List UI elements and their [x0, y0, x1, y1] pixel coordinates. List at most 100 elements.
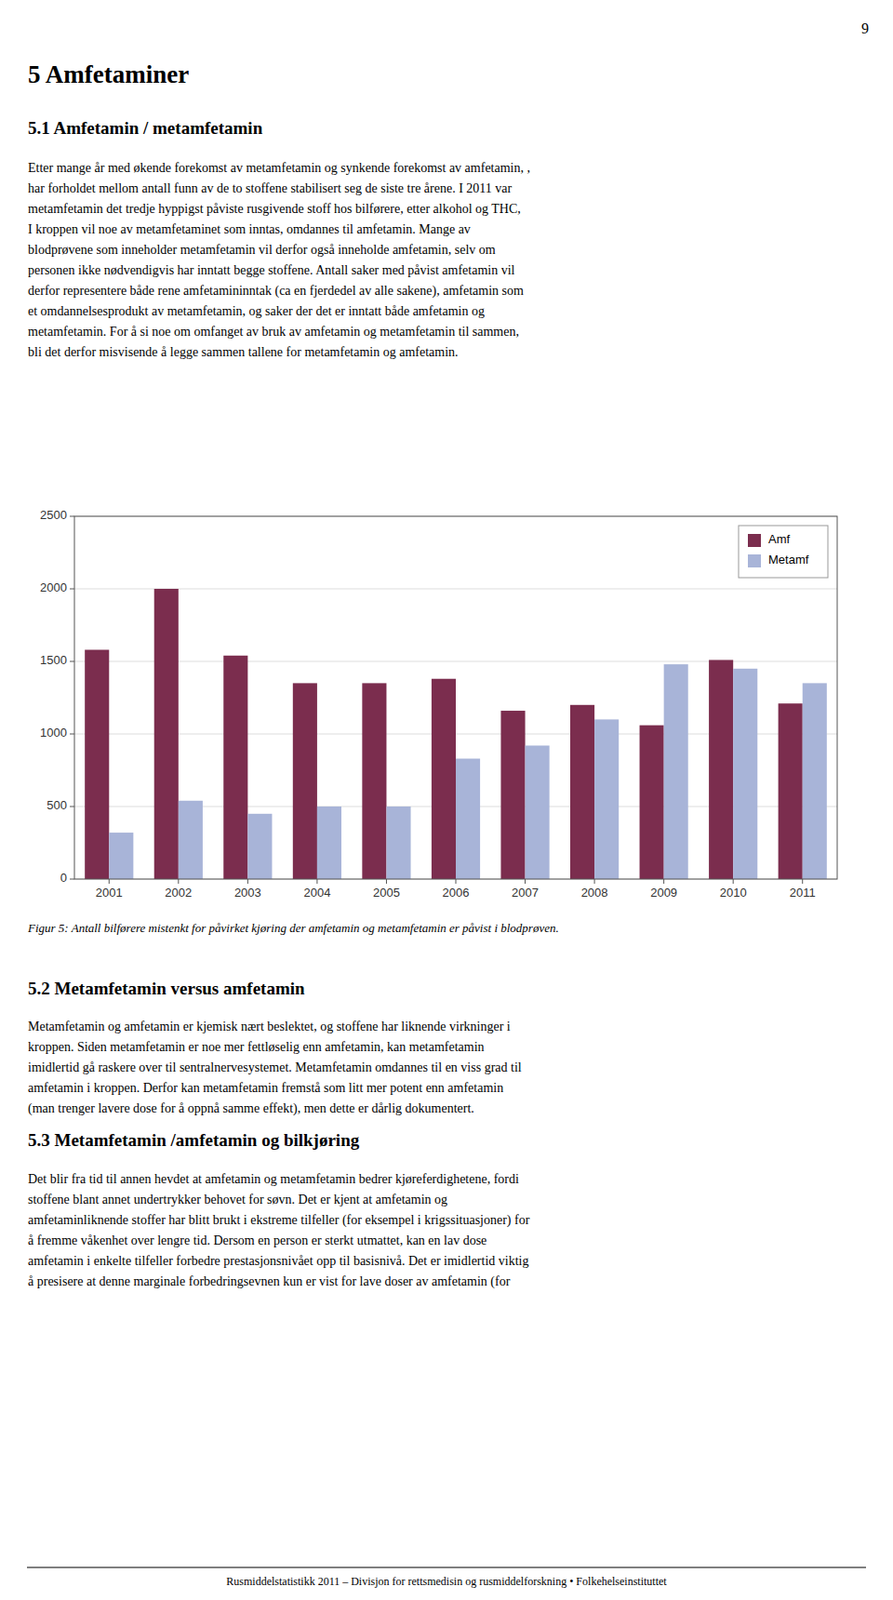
x-tick — [801, 879, 803, 884]
bar — [778, 703, 803, 880]
x-tick-label: 2006 — [442, 885, 470, 900]
legend-swatch — [747, 533, 761, 547]
bar — [570, 705, 595, 880]
paragraph-line: et omdannelsesprodukt av metamfetamin, o… — [27, 304, 485, 319]
plot-background — [74, 516, 838, 880]
x-tick-label: 2009 — [650, 885, 678, 900]
paragraph-line: Metamfetamin og amfetamin er kjemisk nær… — [27, 1019, 511, 1034]
x-tick-label: 2003 — [234, 885, 262, 900]
bar — [594, 719, 619, 880]
x-axis: 2001200220032004200520062007200820092010… — [95, 879, 816, 900]
x-tick-label: 2010 — [719, 885, 747, 900]
legend-label: Amf — [768, 532, 791, 547]
paragraph-line: metamfetamin det tredje hyppigst påviste… — [27, 201, 521, 216]
x-tick — [733, 879, 734, 884]
legend-box — [738, 525, 828, 578]
legend-label: Metamf — [768, 552, 810, 567]
page: 9 5 Amfetaminer 5.1 Amfetamin / metamfetam… — [0, 0, 893, 1600]
paragraph-line: (man trenger lavere dose for å oppnå sam… — [27, 1101, 475, 1117]
x-tick — [108, 879, 110, 884]
y-tick-label: 0 — [60, 870, 67, 885]
bar — [108, 832, 134, 880]
bar — [639, 725, 665, 880]
grid — [74, 516, 838, 880]
x-tick — [386, 879, 387, 884]
bar — [247, 813, 272, 880]
bar — [154, 588, 179, 880]
heading: 5.3 Metamfetamin /amfetamin og bilkjørin… — [27, 1130, 360, 1150]
y-tick — [69, 733, 75, 735]
footer-rule — [26, 1567, 867, 1569]
page-background — [0, 0, 893, 1600]
bar-series — [84, 588, 803, 880]
paragraph-line: Etter mange år med økende forekomst av m… — [27, 160, 531, 175]
x-tick-label: 2007 — [511, 885, 539, 900]
x-tick-label: 2011 — [789, 885, 816, 900]
bar — [223, 655, 248, 880]
paragraph-line: har forholdet mellom antall funn av de t… — [27, 181, 513, 196]
paragraph-line: stoffene blant annet undertrykker behove… — [27, 1192, 448, 1207]
bar — [178, 800, 203, 880]
bar — [708, 659, 734, 880]
paragraph-line: personen ikke nødvendigvis har inntatt b… — [27, 263, 516, 278]
paragraph-line: imidlertid gå raskere over til sentralne… — [27, 1060, 522, 1075]
y-tick — [69, 879, 75, 880]
bar — [525, 745, 550, 880]
heading: 5.1 Amfetamin / metamfetamin — [27, 118, 264, 138]
paragraph-line: å fremme våkenhet over lengre tid. Derso… — [27, 1233, 487, 1248]
bar — [293, 682, 318, 880]
paragraph-line: metamfetamin. For å si noe om omfanget a… — [27, 324, 520, 339]
paragraph-line: derfor representere både rene amfetamini… — [27, 283, 524, 299]
legend: Amf Metamf — [738, 525, 828, 578]
x-tick — [594, 879, 596, 884]
y-tick-label: 1000 — [39, 725, 67, 740]
x-tick-label: 2005 — [373, 885, 400, 900]
bar — [733, 668, 758, 880]
bar — [431, 679, 456, 880]
bar — [361, 682, 387, 880]
y-axis: 0 500 1000 1500 2000 2500 — [39, 507, 75, 885]
paragraph-line: bli det derfor misvisende å legge sammen… — [27, 345, 459, 360]
x-tick-label: 2008 — [581, 885, 609, 900]
paragraph-line: amfetamin i enkelte tilfeller forbedre p… — [27, 1253, 529, 1268]
y-tick — [69, 806, 75, 808]
bar — [386, 806, 411, 880]
footer: Rusmiddelstatistikk 2011 – Divisjon for … — [226, 1574, 667, 1588]
x-tick — [524, 879, 526, 884]
bar — [84, 650, 109, 880]
paragraph-line: blodprøvene som inneholder metamfetamin … — [27, 242, 496, 257]
page-number: 9 — [861, 20, 869, 37]
bars — [84, 588, 827, 880]
figure-caption: Figur 5: Antall bilførere mistenkt for p… — [26, 920, 560, 935]
chart: 0500100015002000250020012002200320042005… — [39, 507, 838, 899]
y-tick — [69, 588, 75, 590]
x-tick — [455, 879, 457, 884]
x-tick — [247, 879, 249, 884]
grid-line — [74, 588, 838, 590]
bar — [317, 806, 342, 880]
paragraph-line: amfetamin i kroppen. Derfor kan metamfet… — [27, 1080, 504, 1095]
plot-frame — [74, 516, 838, 880]
x-tick-label: 2002 — [164, 885, 192, 900]
y-tick — [69, 661, 75, 663]
y-tick-label: 1500 — [39, 653, 67, 667]
bar — [455, 759, 480, 880]
legend-swatch — [747, 554, 761, 568]
x-tick-label: 2001 — [95, 885, 123, 900]
bar — [664, 664, 689, 880]
paragraph-line: amfetaminliknende stoffer har blitt bruk… — [27, 1212, 531, 1228]
y-tick-label: 500 — [46, 798, 67, 813]
x-tick — [177, 879, 179, 884]
heading: 5.2 Metamfetamin versus amfetamin — [27, 978, 306, 999]
bar — [500, 710, 525, 880]
paragraph-line: å presisere at denne marginale forbedrin… — [27, 1274, 511, 1290]
y-tick-label: 2000 — [39, 580, 67, 595]
y-tick-label: 2500 — [39, 507, 67, 522]
bar — [802, 682, 827, 880]
heading: 5 Amfetaminer — [27, 60, 189, 89]
x-tick — [663, 879, 665, 884]
bar-series — [108, 664, 827, 880]
paragraph-line: kroppen. Siden metamfetamin er noe mer f… — [27, 1039, 485, 1054]
x-tick — [316, 879, 318, 884]
y-tick — [69, 516, 75, 518]
